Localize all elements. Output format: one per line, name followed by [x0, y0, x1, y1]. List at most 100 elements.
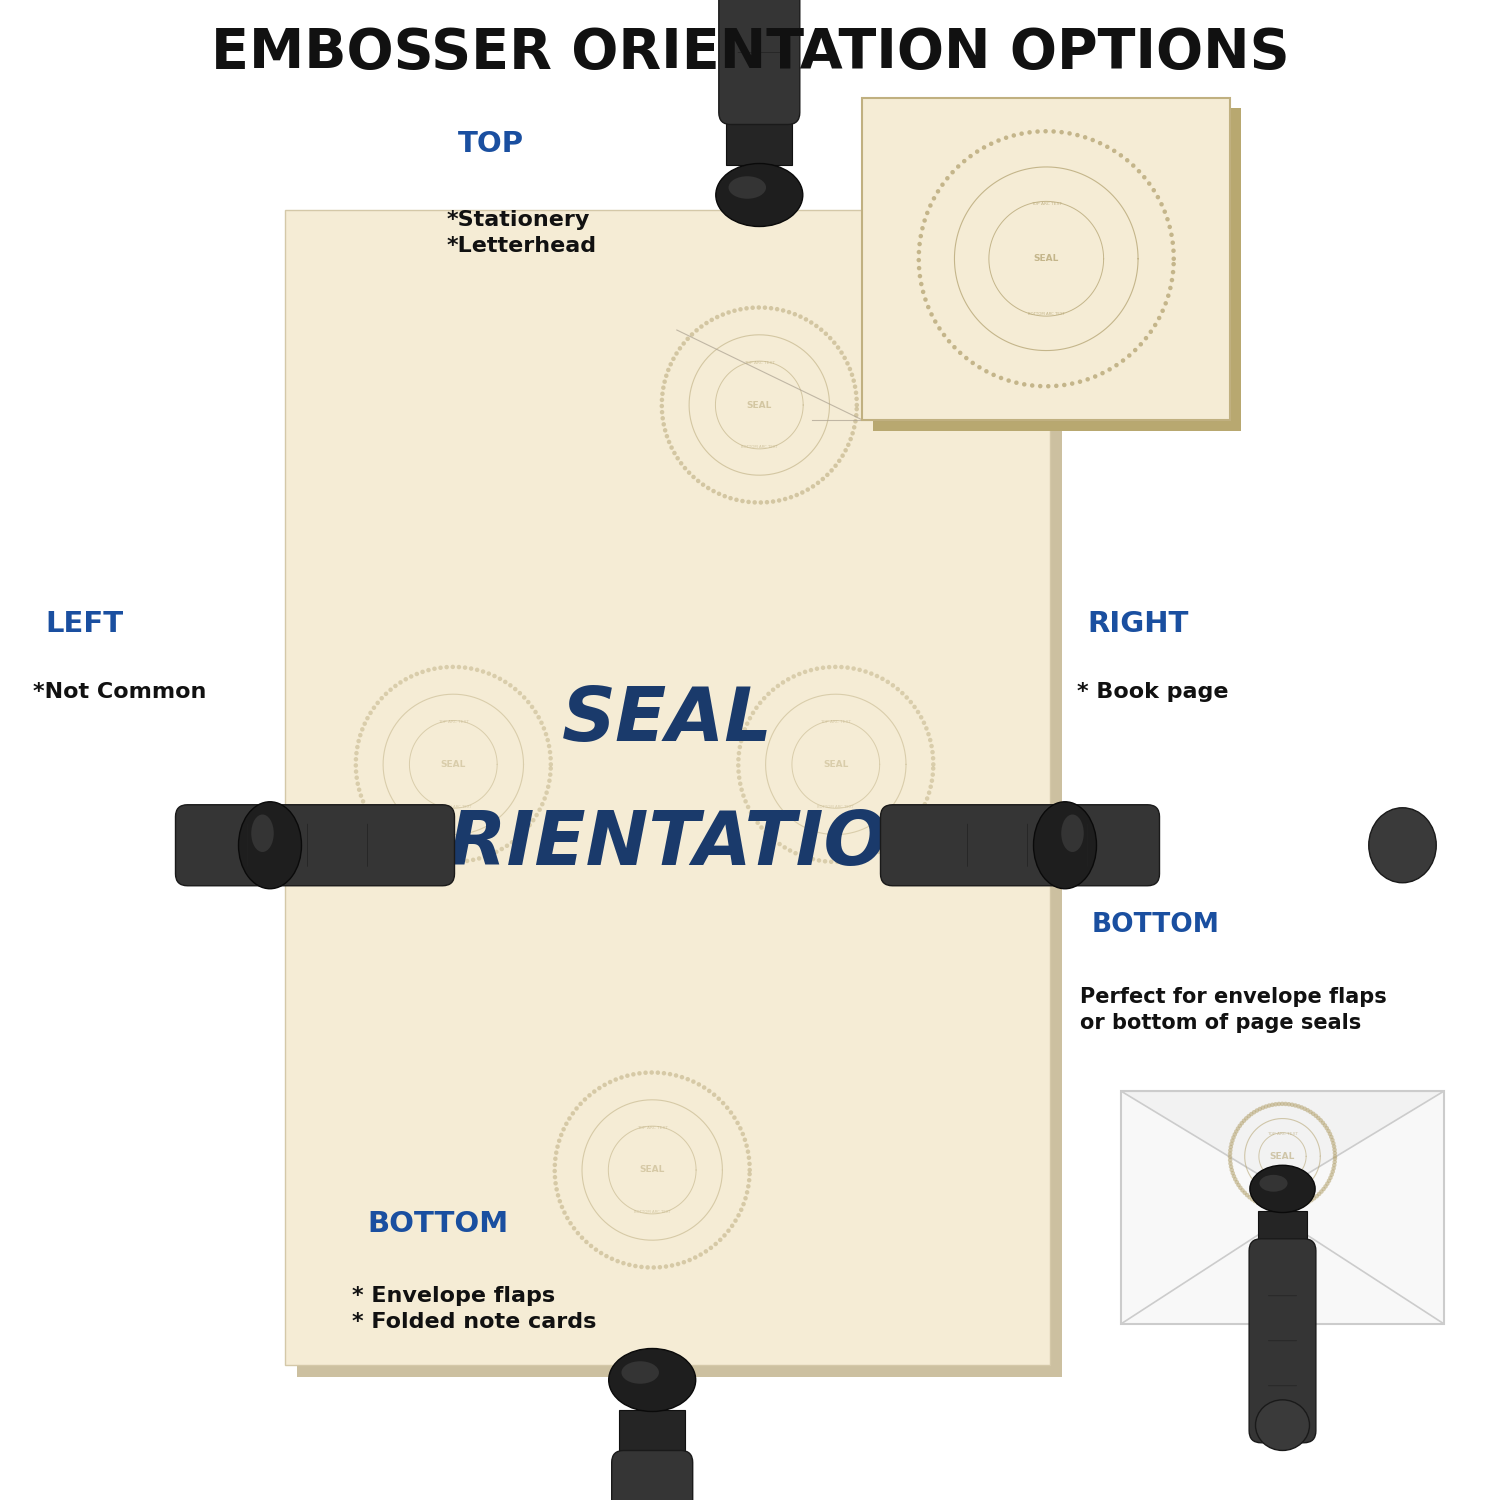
Ellipse shape — [1038, 384, 1042, 388]
Text: BOTTOM ARC TEXT: BOTTOM ARC TEXT — [634, 1210, 670, 1214]
Ellipse shape — [843, 448, 848, 453]
Ellipse shape — [1260, 1174, 1287, 1191]
Ellipse shape — [670, 1263, 675, 1268]
Ellipse shape — [740, 740, 744, 744]
Ellipse shape — [1076, 134, 1080, 138]
Ellipse shape — [999, 375, 1004, 380]
Ellipse shape — [736, 770, 741, 774]
Ellipse shape — [514, 836, 519, 840]
Ellipse shape — [568, 1221, 573, 1226]
Ellipse shape — [686, 336, 690, 340]
Ellipse shape — [922, 217, 927, 222]
Ellipse shape — [906, 828, 910, 833]
Text: SEAL: SEAL — [1034, 254, 1059, 264]
Ellipse shape — [433, 858, 438, 862]
Ellipse shape — [916, 251, 921, 255]
Text: BOTTOM ARC TEXT: BOTTOM ARC TEXT — [1264, 1178, 1300, 1180]
Ellipse shape — [531, 818, 536, 822]
Ellipse shape — [660, 416, 664, 420]
Ellipse shape — [916, 813, 921, 818]
Ellipse shape — [746, 722, 750, 726]
Ellipse shape — [598, 1251, 603, 1256]
Ellipse shape — [798, 315, 802, 320]
Ellipse shape — [1234, 1180, 1239, 1185]
Ellipse shape — [510, 840, 515, 844]
Text: TOP: TOP — [458, 129, 524, 158]
Ellipse shape — [686, 1077, 690, 1082]
Ellipse shape — [1030, 382, 1035, 387]
Ellipse shape — [615, 1258, 620, 1263]
Ellipse shape — [852, 424, 856, 429]
Ellipse shape — [730, 1224, 735, 1228]
Ellipse shape — [918, 234, 922, 238]
Ellipse shape — [740, 500, 744, 504]
Ellipse shape — [920, 716, 924, 720]
Ellipse shape — [1287, 1206, 1292, 1210]
Ellipse shape — [734, 498, 738, 502]
Text: SEAL: SEAL — [441, 760, 466, 770]
Ellipse shape — [918, 242, 922, 246]
Ellipse shape — [555, 1144, 560, 1149]
Ellipse shape — [555, 1186, 560, 1191]
Ellipse shape — [836, 859, 840, 864]
Ellipse shape — [710, 318, 714, 322]
Ellipse shape — [712, 1092, 717, 1096]
Ellipse shape — [914, 818, 918, 822]
Ellipse shape — [1112, 148, 1116, 153]
Ellipse shape — [910, 824, 915, 828]
Ellipse shape — [386, 834, 390, 839]
Ellipse shape — [702, 1086, 706, 1090]
Ellipse shape — [548, 772, 552, 777]
Ellipse shape — [738, 746, 742, 750]
Ellipse shape — [354, 758, 358, 762]
Ellipse shape — [1132, 348, 1137, 352]
Ellipse shape — [738, 1126, 742, 1131]
Ellipse shape — [920, 807, 924, 812]
Ellipse shape — [840, 453, 844, 458]
Ellipse shape — [825, 472, 830, 477]
Ellipse shape — [729, 1110, 734, 1114]
Ellipse shape — [762, 306, 766, 310]
Ellipse shape — [747, 1155, 752, 1160]
Ellipse shape — [1328, 1176, 1332, 1180]
Ellipse shape — [1293, 1102, 1298, 1107]
Ellipse shape — [560, 1204, 564, 1209]
Ellipse shape — [592, 1089, 597, 1094]
Ellipse shape — [836, 345, 840, 350]
FancyBboxPatch shape — [1250, 1239, 1316, 1443]
Ellipse shape — [853, 419, 858, 423]
Ellipse shape — [552, 1174, 556, 1179]
Ellipse shape — [552, 1162, 556, 1167]
Ellipse shape — [886, 843, 891, 848]
Ellipse shape — [759, 500, 764, 504]
Ellipse shape — [432, 666, 436, 670]
Ellipse shape — [567, 1116, 572, 1120]
Ellipse shape — [771, 687, 776, 692]
Ellipse shape — [1260, 1106, 1264, 1110]
Ellipse shape — [1232, 1136, 1236, 1140]
Ellipse shape — [806, 488, 810, 492]
Ellipse shape — [1270, 1102, 1275, 1107]
Ellipse shape — [840, 351, 844, 355]
Ellipse shape — [1101, 370, 1106, 375]
Ellipse shape — [1298, 1204, 1302, 1209]
Ellipse shape — [808, 668, 813, 672]
Text: LEFT: LEFT — [45, 609, 123, 638]
Ellipse shape — [789, 495, 794, 500]
Ellipse shape — [1054, 384, 1059, 388]
Ellipse shape — [792, 674, 796, 678]
Ellipse shape — [726, 310, 730, 315]
Ellipse shape — [1332, 1148, 1336, 1152]
Ellipse shape — [1161, 309, 1166, 314]
Ellipse shape — [690, 332, 694, 336]
Ellipse shape — [736, 764, 741, 768]
Ellipse shape — [926, 210, 930, 214]
Ellipse shape — [666, 368, 670, 372]
Ellipse shape — [777, 498, 782, 502]
Ellipse shape — [542, 726, 546, 730]
Ellipse shape — [1302, 1107, 1306, 1112]
Ellipse shape — [694, 328, 699, 333]
Ellipse shape — [447, 859, 452, 864]
Ellipse shape — [696, 478, 700, 483]
Ellipse shape — [1320, 1120, 1324, 1125]
